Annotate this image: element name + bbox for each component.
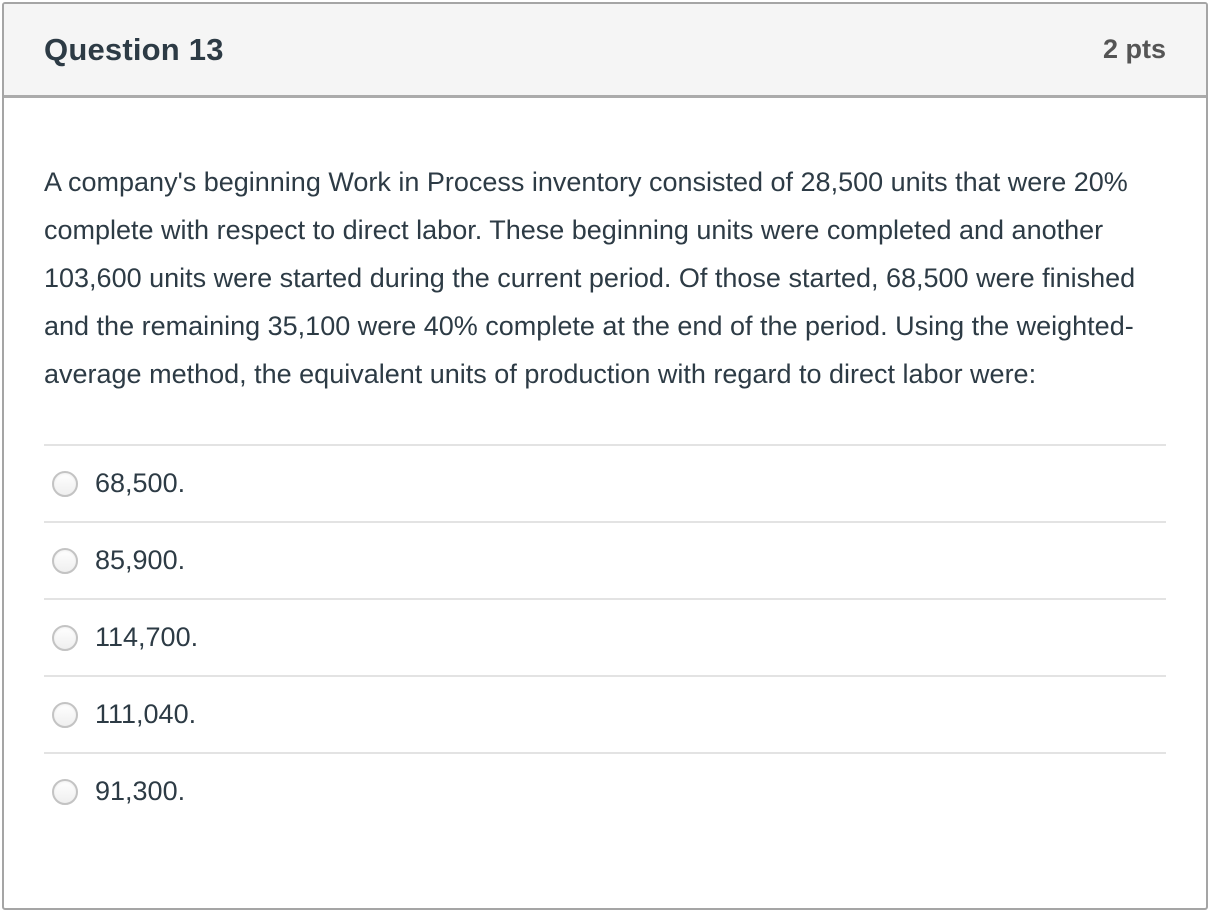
radio-button[interactable]	[52, 778, 78, 805]
radio-button[interactable]	[52, 470, 78, 497]
question-text: A company's beginning Work in Process in…	[44, 167, 1136, 389]
question-header: Question 13 2 pts	[4, 4, 1206, 98]
answer-option-3[interactable]: 114,700.	[44, 598, 1166, 675]
answer-option-2[interactable]: 85,900.	[44, 521, 1166, 598]
answer-option-4[interactable]: 111,040.	[44, 675, 1166, 752]
question-title: Question 13	[44, 31, 224, 67]
question-points: 2 pts	[1102, 34, 1166, 64]
question-card: Question 13 2 pts A company's beginning …	[2, 2, 1208, 910]
answer-label: 91,300.	[95, 776, 186, 806]
radio-button[interactable]	[52, 624, 78, 651]
answer-label: 85,900.	[95, 545, 186, 575]
radio-button[interactable]	[52, 701, 78, 728]
answer-label: 111,040.	[95, 699, 197, 729]
radio-button[interactable]	[52, 547, 78, 574]
answer-label: 68,500.	[95, 468, 186, 498]
question-body: A company's beginning Work in Process in…	[4, 98, 1206, 829]
answer-label: 114,700.	[95, 622, 199, 652]
answer-option-5[interactable]: 91,300.	[44, 752, 1166, 829]
answer-option-1[interactable]: 68,500.	[44, 444, 1166, 521]
answer-list: 68,500. 85,900. 114,700. 111,040. 91,300…	[44, 444, 1166, 829]
